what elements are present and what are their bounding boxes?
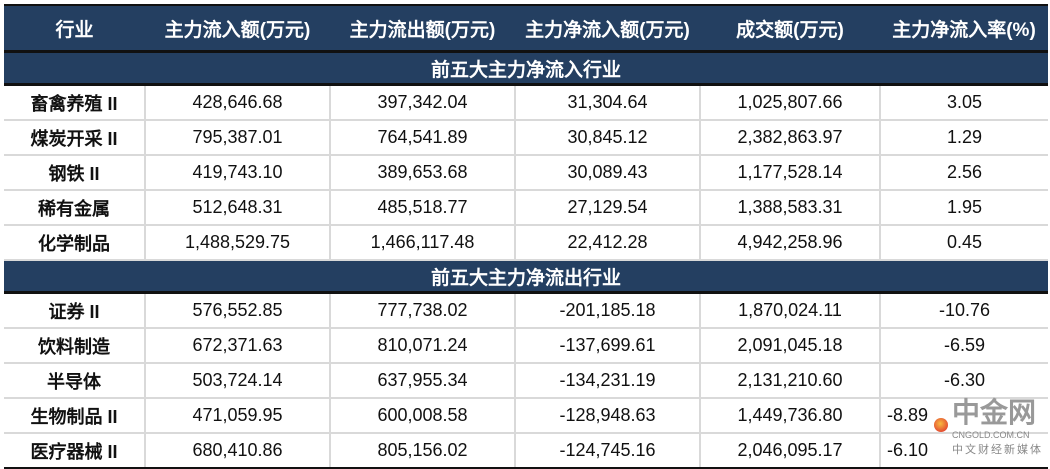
table-cell: 3.05 bbox=[880, 84, 1048, 121]
table-cell: 576,552.85 bbox=[145, 292, 331, 329]
column-header: 主力流出额(万元) bbox=[330, 4, 515, 53]
table-row: 饮料制造 672,371.63 810,071.24 -137,699.61 2,091… bbox=[4, 328, 1048, 364]
table-cell: 600,008.58 bbox=[330, 398, 516, 434]
table-cell: 4,942,258.96 bbox=[700, 225, 881, 261]
table-cell: 0.45 bbox=[880, 225, 1048, 261]
table-cell: 389,653.68 bbox=[330, 155, 516, 191]
table-cell: 764,541.89 bbox=[330, 120, 516, 156]
industry-name: 化学制品 bbox=[4, 225, 146, 261]
table-cell: 428,646.68 bbox=[145, 84, 331, 121]
table-cell: -6.30 bbox=[880, 363, 1048, 399]
table-cell: 485,518.77 bbox=[330, 190, 516, 226]
table-cell: 1,449,736.80 bbox=[700, 398, 881, 434]
table-cell: 27,129.54 bbox=[515, 190, 701, 226]
table-row: 稀有金属 512,648.31 485,518.77 27,129.54 1,388,5… bbox=[4, 190, 1048, 226]
table-row: 医疗器械 II 680,410.86 805,156.02 -124,745.16 2,… bbox=[4, 433, 1048, 469]
table-cell: -134,231.19 bbox=[515, 363, 701, 399]
table-cell: 805,156.02 bbox=[330, 433, 516, 469]
table-cell: 512,648.31 bbox=[145, 190, 331, 226]
table-cell: 1,870,024.11 bbox=[700, 292, 881, 329]
table-row: 钢铁 II 419,743.10 389,653.68 30,089.43 1,177,… bbox=[4, 155, 1048, 191]
section-header-row: 前五大主力净流入行业 bbox=[4, 51, 1048, 86]
table-cell: 471,059.95 bbox=[145, 398, 331, 434]
table-cell: 1.95 bbox=[880, 190, 1048, 226]
table-cell: 1,466,117.48 bbox=[330, 225, 516, 261]
header-row: 行业 主力流入额(万元) 主力流出额(万元) 主力净流入额(万元) 成交额(万元) 主力净… bbox=[4, 4, 1048, 53]
table-cell: 680,410.86 bbox=[145, 433, 331, 469]
industry-name: 生物制品 II bbox=[4, 398, 146, 434]
table-row: 生物制品 II 471,059.95 600,008.58 -128,948.63 1,… bbox=[4, 398, 1048, 434]
table-row: 证券 II 576,552.85 777,738.02 -201,185.18 1,87… bbox=[4, 292, 1048, 329]
table-cell: 2,046,095.17 bbox=[700, 433, 881, 469]
section-title: 前五大主力净流入行业 bbox=[4, 51, 1048, 86]
industry-name: 半导体 bbox=[4, 363, 146, 399]
table-cell: 22,412.28 bbox=[515, 225, 701, 261]
table-cell: -6.59 bbox=[880, 328, 1048, 364]
industry-name: 稀有金属 bbox=[4, 190, 146, 226]
table-cell: 397,342.04 bbox=[330, 84, 516, 121]
industry-name: 医疗器械 II bbox=[4, 433, 146, 469]
table-cell: 2,091,045.18 bbox=[700, 328, 881, 364]
table-cell: 30,089.43 bbox=[515, 155, 701, 191]
table-row: 化学制品 1,488,529.75 1,466,117.48 22,412.28 4,9… bbox=[4, 225, 1048, 261]
table-cell: 419,743.10 bbox=[145, 155, 331, 191]
table-cell: 2.56 bbox=[880, 155, 1048, 191]
table-cell: -128,948.63 bbox=[515, 398, 701, 434]
industry-name: 饮料制造 bbox=[4, 328, 146, 364]
industry-name: 煤炭开采 II bbox=[4, 120, 146, 156]
table-cell: 810,071.24 bbox=[330, 328, 516, 364]
table-cell: 2,382,863.97 bbox=[700, 120, 881, 156]
column-header: 行业 bbox=[4, 4, 145, 53]
table-cell: 777,738.02 bbox=[330, 292, 516, 329]
table-row: 半导体 503,724.14 637,955.34 -134,231.19 2,131,… bbox=[4, 363, 1048, 399]
table-cell: -124,745.16 bbox=[515, 433, 701, 469]
column-header: 主力净流入率(%) bbox=[880, 4, 1048, 53]
table-cell: -137,699.61 bbox=[515, 328, 701, 364]
table-cell: 672,371.63 bbox=[145, 328, 331, 364]
industry-name: 畜禽养殖 II bbox=[4, 84, 146, 121]
column-header: 主力净流入额(万元) bbox=[515, 4, 700, 53]
table-cell: 795,387.01 bbox=[145, 120, 331, 156]
table-cell: 2,131,210.60 bbox=[700, 363, 881, 399]
table-cell: -8.89 bbox=[880, 398, 1048, 434]
table-cell: 1,177,528.14 bbox=[700, 155, 881, 191]
table-cell: -201,185.18 bbox=[515, 292, 701, 329]
fund-flow-table: 行业 主力流入额(万元) 主力流出额(万元) 主力净流入额(万元) 成交额(万元) 主力净… bbox=[4, 4, 1048, 469]
section-title: 前五大主力净流出行业 bbox=[4, 260, 1048, 294]
table-cell: 503,724.14 bbox=[145, 363, 331, 399]
table-row: 畜禽养殖 II 428,646.68 397,342.04 31,304.64 1,02… bbox=[4, 84, 1048, 121]
table-cell: 1.29 bbox=[880, 120, 1048, 156]
table-row: 煤炭开采 II 795,387.01 764,541.89 30,845.12 2,38… bbox=[4, 120, 1048, 156]
table-cell: -10.76 bbox=[880, 292, 1048, 329]
industry-name: 钢铁 II bbox=[4, 155, 146, 191]
industry-name: 证券 II bbox=[4, 292, 146, 329]
column-header: 主力流入额(万元) bbox=[145, 4, 330, 53]
section-header-row: 前五大主力净流出行业 bbox=[4, 260, 1048, 294]
table-cell: 1,388,583.31 bbox=[700, 190, 881, 226]
table-cell: 1,488,529.75 bbox=[145, 225, 331, 261]
table-cell: 637,955.34 bbox=[330, 363, 516, 399]
table-cell: 30,845.12 bbox=[515, 120, 701, 156]
table-cell: 1,025,807.66 bbox=[700, 84, 881, 121]
table-cell: -6.10 bbox=[880, 433, 1048, 469]
column-header: 成交额(万元) bbox=[700, 4, 880, 53]
table-cell: 31,304.64 bbox=[515, 84, 701, 121]
